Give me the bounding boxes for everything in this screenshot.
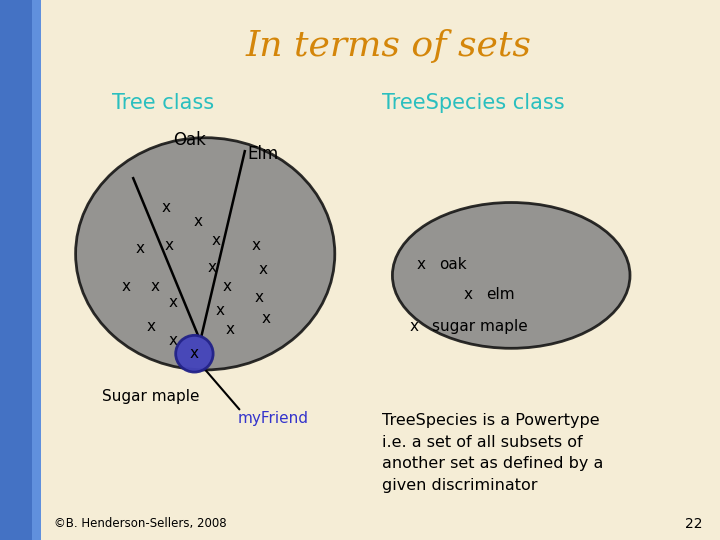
Text: elm: elm — [486, 287, 515, 302]
Text: x: x — [194, 214, 202, 229]
Text: x: x — [222, 279, 231, 294]
Text: Elm: Elm — [247, 145, 279, 163]
Text: TreeSpecies class: TreeSpecies class — [382, 92, 564, 113]
Text: x: x — [208, 260, 217, 275]
Text: x: x — [122, 279, 130, 294]
Text: TreeSpecies is a Powertype
i.e. a set of all subsets of
another set as defined b: TreeSpecies is a Powertype i.e. a set of… — [382, 413, 603, 493]
Text: Sugar maple: Sugar maple — [102, 389, 199, 404]
Text: x: x — [190, 346, 199, 361]
Text: oak: oak — [439, 257, 467, 272]
Text: x: x — [226, 322, 235, 337]
Ellipse shape — [176, 335, 213, 372]
Bar — [32, 0, 41, 540]
Text: 22: 22 — [685, 517, 702, 531]
Text: x: x — [410, 319, 418, 334]
Text: Oak: Oak — [173, 131, 206, 150]
Text: x: x — [262, 311, 271, 326]
Text: x: x — [168, 295, 177, 310]
Bar — [0, 0, 40, 540]
Text: x: x — [464, 287, 472, 302]
Text: ©B. Henderson-Sellers, 2008: ©B. Henderson-Sellers, 2008 — [54, 517, 227, 530]
Text: x: x — [168, 333, 177, 348]
Text: x: x — [147, 319, 156, 334]
Text: x: x — [161, 200, 170, 215]
Text: x: x — [212, 233, 220, 248]
Text: x: x — [215, 303, 224, 318]
Text: x: x — [255, 289, 264, 305]
Text: In terms of sets: In terms of sets — [246, 29, 532, 63]
Text: myFriend: myFriend — [238, 411, 309, 426]
Text: sugar maple: sugar maple — [432, 319, 528, 334]
Text: x: x — [150, 279, 159, 294]
Text: x: x — [136, 241, 145, 256]
Text: x: x — [417, 257, 426, 272]
Text: Tree class: Tree class — [112, 92, 214, 113]
Ellipse shape — [392, 202, 630, 348]
Ellipse shape — [76, 138, 335, 370]
Text: x: x — [165, 238, 174, 253]
Text: x: x — [258, 262, 267, 278]
Text: x: x — [251, 238, 260, 253]
